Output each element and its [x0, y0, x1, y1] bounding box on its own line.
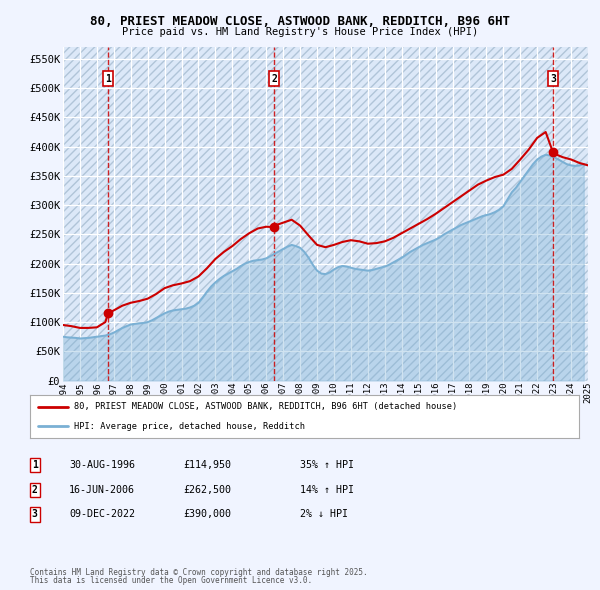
Text: Price paid vs. HM Land Registry's House Price Index (HPI): Price paid vs. HM Land Registry's House …: [122, 27, 478, 37]
Text: 80, PRIEST MEADOW CLOSE, ASTWOOD BANK, REDDITCH, B96 6HT (detached house): 80, PRIEST MEADOW CLOSE, ASTWOOD BANK, R…: [74, 402, 457, 411]
Text: 16-JUN-2006: 16-JUN-2006: [69, 485, 135, 494]
Text: 2: 2: [271, 74, 277, 84]
Text: 09-DEC-2022: 09-DEC-2022: [69, 510, 135, 519]
Text: This data is licensed under the Open Government Licence v3.0.: This data is licensed under the Open Gov…: [30, 576, 312, 585]
Text: 1: 1: [32, 460, 38, 470]
Text: Contains HM Land Registry data © Crown copyright and database right 2025.: Contains HM Land Registry data © Crown c…: [30, 568, 368, 577]
Text: £390,000: £390,000: [183, 510, 231, 519]
Text: 35% ↑ HPI: 35% ↑ HPI: [300, 460, 354, 470]
Text: £114,950: £114,950: [183, 460, 231, 470]
Text: 1: 1: [105, 74, 111, 84]
Text: 2% ↓ HPI: 2% ↓ HPI: [300, 510, 348, 519]
Text: HPI: Average price, detached house, Redditch: HPI: Average price, detached house, Redd…: [74, 422, 305, 431]
Text: 2: 2: [32, 485, 38, 494]
Text: 14% ↑ HPI: 14% ↑ HPI: [300, 485, 354, 494]
Text: 3: 3: [550, 74, 556, 84]
Text: 30-AUG-1996: 30-AUG-1996: [69, 460, 135, 470]
Text: 80, PRIEST MEADOW CLOSE, ASTWOOD BANK, REDDITCH, B96 6HT: 80, PRIEST MEADOW CLOSE, ASTWOOD BANK, R…: [90, 15, 510, 28]
Text: £262,500: £262,500: [183, 485, 231, 494]
Text: 3: 3: [32, 510, 38, 519]
